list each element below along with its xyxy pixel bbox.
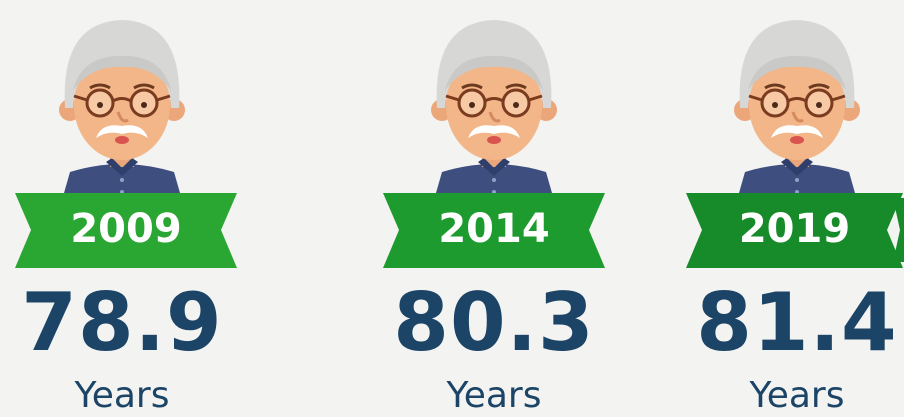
old-man-icon	[431, 20, 557, 200]
old-man-icon	[59, 20, 185, 200]
unit-label: Years	[74, 375, 170, 416]
life-expectancy-value: 78.9	[21, 276, 222, 369]
unit-label: Years	[749, 375, 845, 416]
year-label: 2009	[70, 206, 181, 252]
year-label: 2014	[438, 206, 549, 252]
old-man-icon	[734, 20, 860, 200]
infographic: 2009 78.9 Years 2014 80.3 Years 2019 81.4 Years	[0, 0, 904, 417]
unit-label: Years	[446, 375, 542, 416]
year-label: 2019	[739, 206, 850, 252]
page: 200978.9Years201480.3Years201981.4Years …	[0, 0, 904, 417]
life-expectancy-value: 81.4	[696, 276, 897, 369]
life-expectancy-value: 80.3	[393, 276, 594, 369]
